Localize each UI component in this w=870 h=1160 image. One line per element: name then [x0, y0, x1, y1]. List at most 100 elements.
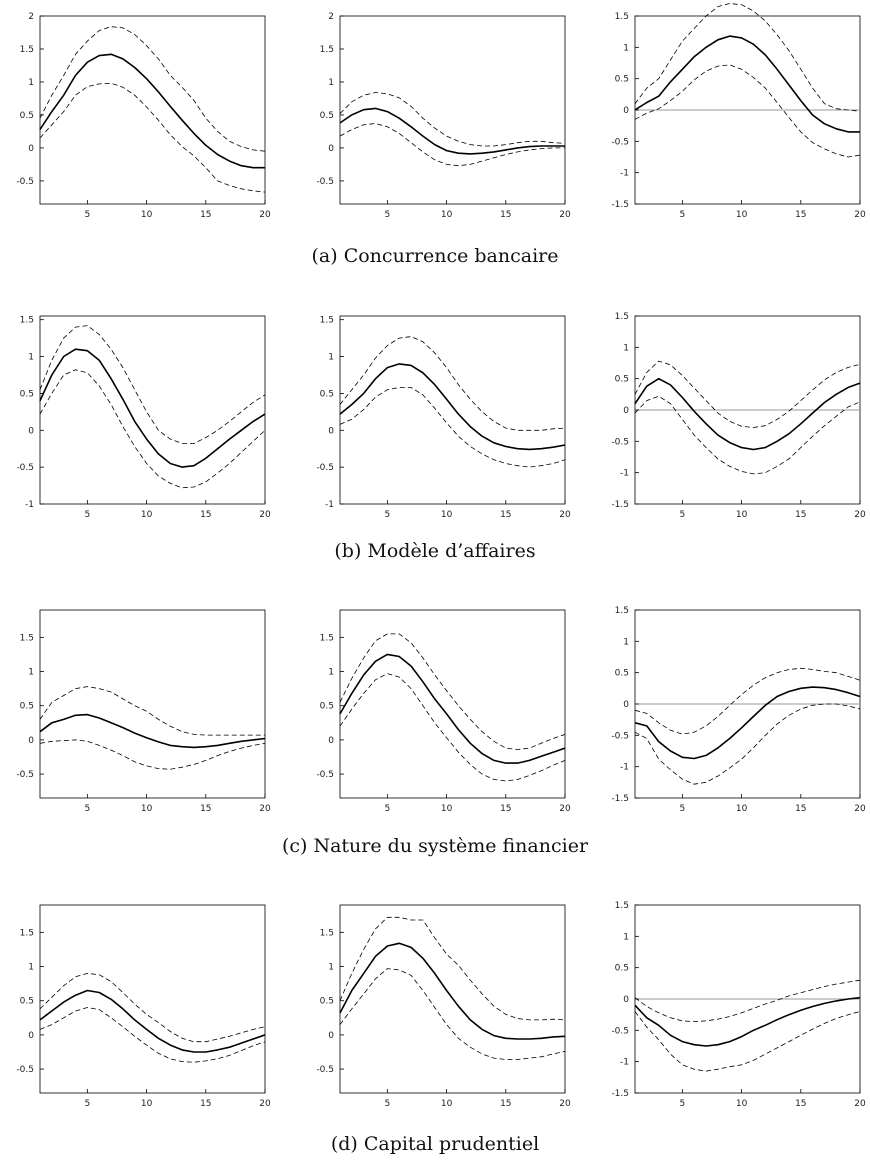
x-tick-label: 20	[854, 510, 866, 520]
confidence-band-lower	[339, 968, 566, 1060]
confidence-band-upper	[634, 3, 861, 112]
y-tick-label: 0.5	[20, 702, 34, 712]
y-tick-label: 0	[28, 144, 34, 154]
confidence-band-upper	[39, 325, 266, 444]
y-tick-label: 0	[623, 106, 629, 116]
x-tick-label: 15	[500, 510, 511, 520]
x-tick-label: 10	[736, 1099, 748, 1109]
confidence-band-upper	[339, 633, 566, 750]
y-tick-label: 0.5	[320, 997, 334, 1007]
y-tick-label: -1.5	[611, 200, 629, 210]
y-tick-label: 0.5	[615, 75, 629, 85]
irf-line	[339, 107, 565, 155]
x-tick-label: 20	[854, 1099, 866, 1109]
x-tick-label: 5	[680, 210, 686, 220]
plot-frame	[339, 15, 566, 205]
y-tick-label: 1.5	[615, 606, 629, 616]
y-tick-label: -0.5	[16, 770, 34, 780]
x-tick-label: 15	[500, 210, 511, 220]
panel-c1: -0.5 0 0.5 1 1.5 5 10 15 20	[16, 609, 271, 814]
panel-d1: -0.5 0 0.5 1 1.5 5 10 15 20	[16, 904, 271, 1109]
plot-frame	[39, 609, 266, 799]
x-tick-label: 20	[559, 1099, 571, 1109]
y-tick-label: -1	[620, 1058, 629, 1068]
y-tick-label: 1	[328, 668, 334, 678]
panel-a3: -1.5 -1 -0.5 0 0.5 1 1.5 5 10 15 20	[611, 3, 866, 220]
x-tick-label: 20	[259, 210, 271, 220]
y-tick-label: -0.5	[316, 770, 334, 780]
y-tick-label: -0.5	[611, 437, 629, 447]
x-tick-label: 10	[736, 210, 748, 220]
confidence-band-lower	[339, 123, 565, 167]
y-tick-label: 1.5	[320, 45, 334, 55]
y-tick-label: 1	[28, 78, 34, 88]
y-tick-label: -0.5	[16, 177, 34, 187]
x-tick-label: 15	[795, 210, 806, 220]
x-tick-label: 5	[680, 1099, 686, 1109]
y-tick-label: -0.5	[316, 177, 334, 187]
y-tick-label: 1.5	[20, 928, 34, 938]
caption-c: (c) Nature du système financier	[282, 835, 589, 857]
x-tick-label: 5	[85, 804, 91, 814]
y-tick-label: -1	[620, 469, 629, 479]
x-tick-label: 5	[385, 210, 391, 220]
caption-b: (b) Modèle d’affaires	[334, 540, 535, 562]
panel-d3: -1.5 -1 -0.5 0 0.5 1 1.5 5 10 15 20	[611, 901, 866, 1109]
y-tick-label: -0.5	[316, 463, 334, 473]
confidence-band-upper	[339, 916, 566, 1021]
x-tick-label: 15	[500, 804, 511, 814]
y-tick-label: 0.5	[615, 964, 629, 974]
x-tick-label: 15	[200, 210, 211, 220]
irf-line	[339, 653, 566, 764]
y-tick-label: 1.5	[20, 316, 34, 326]
y-tick-label: 0	[328, 1031, 334, 1041]
x-tick-label: 20	[259, 1099, 271, 1109]
y-tick-label: 1	[28, 353, 34, 363]
y-tick-label: 0	[623, 995, 629, 1005]
y-tick-label: -0.5	[16, 1065, 34, 1075]
y-tick-label: 0	[328, 144, 334, 154]
panel-a2: -0.5 0 0.5 1 1.5 2 5 10 15 20	[316, 12, 571, 220]
y-tick-label: -1	[620, 763, 629, 773]
irf-line	[39, 713, 266, 749]
y-tick-label: 0.5	[20, 111, 34, 121]
panels-group: -0.500.511.525 10 15 20-0.500.511.525 10 15 20…	[16, 3, 866, 1109]
x-tick-label: 5	[85, 210, 91, 220]
irf-line	[634, 377, 861, 451]
x-tick-label: 10	[441, 510, 453, 520]
confidence-band-lower	[39, 1007, 266, 1063]
x-tick-label: 15	[795, 804, 806, 814]
panel-d2: -0.5 0 0.5 1 1.5 5 10 15 20	[316, 904, 571, 1109]
x-tick-label: 5	[385, 510, 391, 520]
x-tick-label: 15	[200, 1099, 211, 1109]
y-tick-label: 1	[623, 637, 629, 647]
y-tick-label: 0.5	[320, 389, 334, 399]
confidence-band-upper	[39, 686, 265, 736]
caption-a: (a) Concurrence bancaire	[312, 245, 559, 267]
y-tick-label: -1.5	[611, 794, 629, 804]
y-tick-label: -0.5	[316, 1065, 334, 1075]
irf-line	[39, 348, 266, 468]
x-tick-label: 20	[854, 210, 866, 220]
x-tick-label: 20	[854, 804, 866, 814]
x-tick-label: 10	[441, 210, 453, 220]
y-tick-label: -1.5	[611, 1089, 629, 1099]
y-tick-label: 0	[28, 736, 34, 746]
y-tick-label: 1.5	[320, 633, 334, 643]
x-tick-label: 5	[85, 1099, 91, 1109]
confidence-band-upper	[634, 667, 861, 735]
y-tick-label: 0	[623, 406, 629, 416]
y-tick-label: 1	[623, 932, 629, 942]
irf-line	[634, 686, 861, 760]
y-tick-label: -1	[25, 500, 34, 510]
x-tick-label: 10	[141, 1099, 153, 1109]
confidence-band-lower	[39, 369, 266, 489]
y-tick-label: 1.5	[320, 316, 334, 326]
confidence-band-upper	[39, 26, 266, 152]
x-tick-label: 15	[795, 1099, 806, 1109]
plot-frame	[39, 315, 266, 505]
y-tick-label: 0.5	[20, 997, 34, 1007]
confidence-band-lower	[39, 739, 266, 770]
x-tick-label: 5	[385, 1099, 391, 1109]
